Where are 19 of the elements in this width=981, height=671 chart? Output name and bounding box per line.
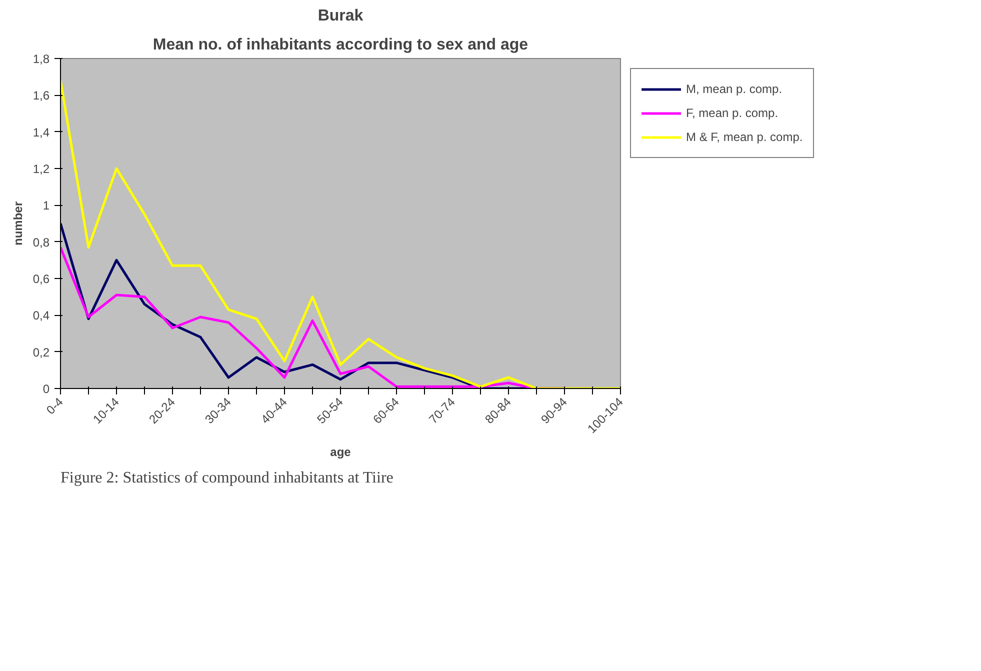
- y-tick-label: 1,2: [32, 162, 50, 176]
- legend-label: M, mean p. comp.: [686, 82, 782, 96]
- y-tick-label: 0,4: [32, 308, 50, 323]
- chart-subtitle: Mean no. of inhabitants according to sex and age: [152, 36, 528, 54]
- y-axis-title: number: [10, 201, 25, 246]
- y-tick-label: 1: [42, 198, 50, 213]
- x-tick-label: 0-4: [44, 394, 66, 418]
- legend-label: F, mean p. comp.: [686, 106, 778, 120]
- y-tick-label: 0,8: [32, 235, 50, 250]
- chart-title: Burak: [318, 8, 364, 24]
- y-tick-label: 1,6: [32, 88, 50, 103]
- y-tick-label: 1,4: [32, 125, 50, 140]
- y-tick-label: 0,6: [32, 272, 50, 286]
- y-tick-label: 0: [42, 382, 50, 396]
- caption: Figure 2: Statistics of compound inhabitants at Tiire: [60, 470, 394, 486]
- x-axis-title: age: [330, 445, 352, 460]
- y-tick-label: 1,8: [32, 52, 50, 66]
- y-tick-label: 0,2: [32, 345, 50, 360]
- legend-label: M & F, mean p. comp.: [686, 130, 803, 144]
